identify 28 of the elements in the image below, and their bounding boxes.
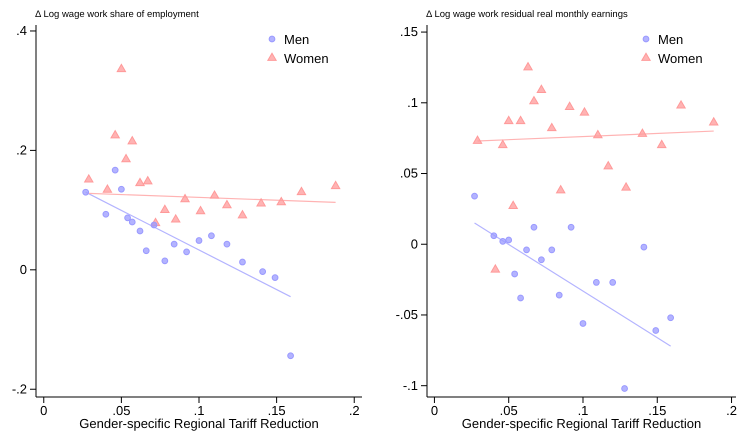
legend-label: Women: [284, 51, 329, 66]
x-tick-label: .15: [268, 403, 286, 418]
x-tick-label: .1: [578, 403, 588, 418]
x-tick-label: 0: [430, 403, 438, 418]
x-axis-title: Gender-specific Regional Tariff Reduction: [79, 416, 319, 431]
x-tick-label: .05: [112, 403, 130, 418]
legend-label: Men: [658, 32, 684, 47]
y-tick-label: -.05: [396, 307, 418, 322]
x-tick-label: 0: [40, 403, 48, 418]
legend-label: Women: [658, 51, 703, 66]
x-tick-label: .1: [194, 403, 204, 418]
x-tick-label: .05: [500, 403, 518, 418]
x-axis-title: Gender-specific Regional Tariff Reduction: [462, 416, 702, 431]
y-axis-title: Δ Log wage work share of employment: [35, 9, 200, 20]
y-tick-label: .4: [16, 23, 27, 38]
y-tick-label: -.2: [12, 381, 27, 396]
x-tick-label: .15: [648, 403, 666, 418]
y-tick-label: 0: [410, 236, 418, 252]
y-tick-label: .2: [16, 142, 27, 158]
y-tick-label: 0: [20, 262, 27, 277]
x-tick-label: .2: [726, 403, 737, 418]
y-tick-label: -.1: [402, 378, 418, 393]
x-tick-label: .2: [348, 403, 360, 418]
legend-label: Men: [284, 32, 310, 47]
y-tick-label: .1: [407, 94, 418, 110]
y-axis-title: Δ Log wage work residual real monthly earnings: [426, 9, 628, 20]
y-tick-label: .15: [400, 24, 418, 40]
y-tick-label: .05: [400, 166, 418, 181]
